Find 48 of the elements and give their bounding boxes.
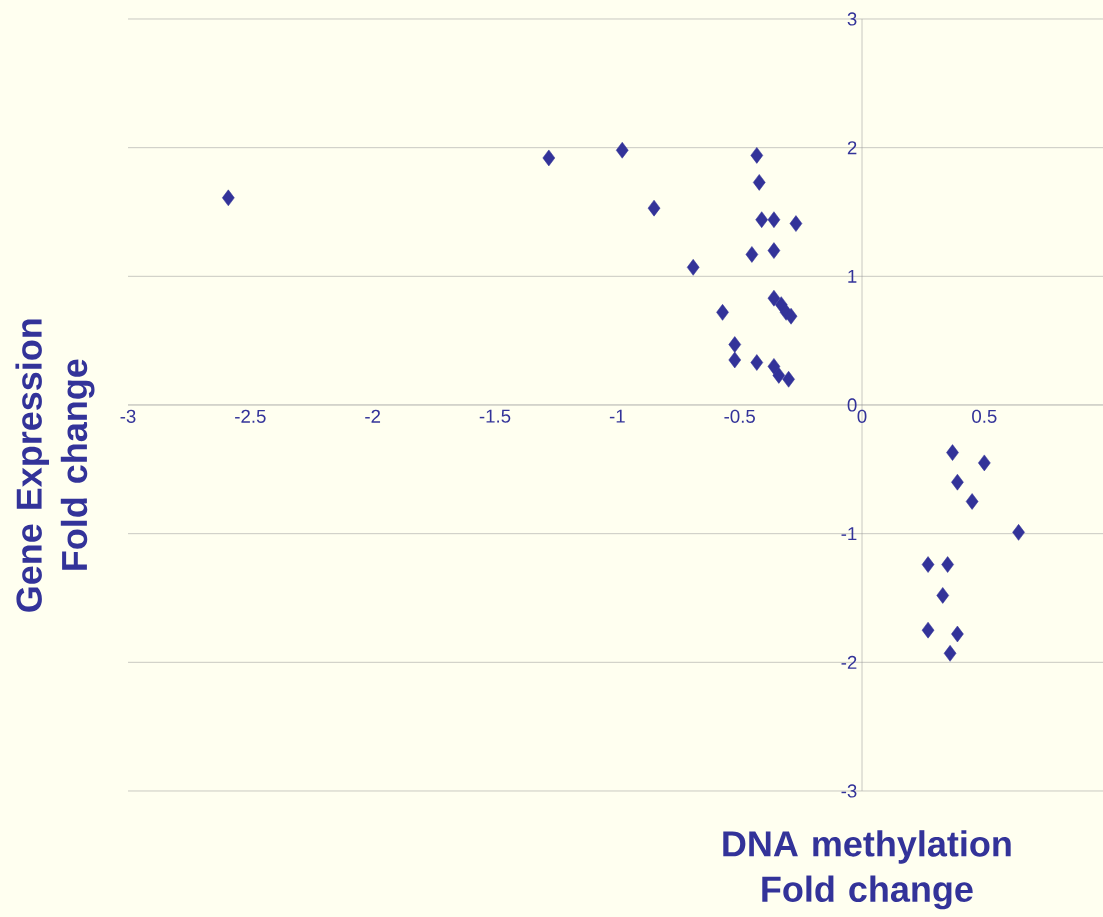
y-tick-label: 3 (847, 12, 857, 26)
point (752, 174, 766, 191)
point (755, 211, 768, 228)
point (946, 444, 959, 461)
point (782, 370, 795, 388)
x-tick-label: -0.5 (724, 409, 755, 423)
point (542, 149, 556, 167)
point (716, 304, 729, 321)
y-tick-label: -2 (841, 655, 857, 669)
x-tick-label: -3 (120, 409, 136, 423)
point (921, 621, 935, 639)
point (921, 556, 935, 573)
x-tick-label: -1.5 (479, 409, 511, 423)
point (772, 367, 786, 384)
y-tick-label: 1 (848, 269, 857, 283)
point (750, 354, 764, 371)
point (978, 454, 991, 472)
point (941, 556, 954, 573)
x-tick-label: 0 (857, 409, 867, 423)
point (951, 473, 964, 491)
x-tick-label: -1 (609, 409, 625, 423)
point (222, 189, 235, 207)
x-tick-label: -2 (365, 409, 381, 423)
x-tick-label: 0.5 (972, 409, 997, 423)
point (767, 289, 781, 307)
y-tick-label: -1 (841, 527, 857, 541)
point (965, 493, 979, 510)
point (936, 587, 950, 604)
point (943, 645, 957, 662)
y-tick-label: -3 (841, 784, 857, 798)
point (647, 199, 661, 217)
x-axis-title: DNA methylation Fold change (723, 830, 1011, 910)
point (767, 358, 781, 375)
y-tick-label: 0 (847, 398, 857, 412)
point (767, 242, 781, 259)
point (789, 215, 803, 232)
x-tick-label: -2.5 (235, 409, 266, 423)
point (728, 351, 742, 369)
point (686, 259, 700, 276)
point (745, 246, 759, 263)
point (728, 336, 742, 353)
point (1012, 524, 1025, 541)
point (750, 147, 764, 164)
y-axis-title: Gene Expression Fold change (15, 319, 95, 612)
y-tick-label: 2 (847, 141, 857, 155)
point (615, 141, 629, 159)
point (767, 211, 781, 228)
point (951, 625, 964, 643)
